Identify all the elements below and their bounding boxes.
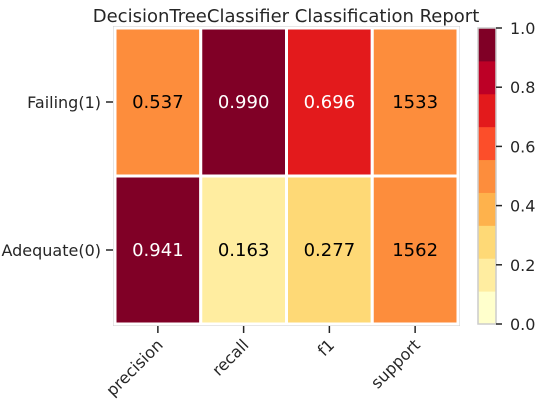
colorbar-tick-label: 0.8 <box>510 78 535 97</box>
colorbar-tick-label: 0.0 <box>510 315 535 334</box>
colorbar-tick-label: 1.0 <box>510 19 535 38</box>
colorbar-tick-label: 0.2 <box>510 256 535 275</box>
cell-value-label: 0.277 <box>304 240 356 261</box>
colorbar-band <box>478 159 496 193</box>
colorbar-band <box>478 225 496 259</box>
heatmap-cell <box>370 174 460 326</box>
heatmap-cell <box>113 174 203 326</box>
colorbar-tick-label: 0.6 <box>510 137 535 156</box>
cell-value-label: 0.941 <box>132 240 184 261</box>
heatmap-cells: 0.537 0.990 0.696 1533 0.941 0.163 0.277 1562 <box>113 26 460 326</box>
colorbar-frame <box>477 27 497 325</box>
colorbar-band <box>478 93 496 128</box>
y-axis-ticks: Failing(1) Adequate(0) <box>1 93 113 260</box>
colorbar-band <box>478 192 496 226</box>
chart-title: DecisionTreeClassifier Classification Re… <box>93 6 480 27</box>
heatmap-cell <box>285 174 374 326</box>
colorbar: 0.0 0.2 0.4 0.6 0.8 1.0 <box>477 19 535 334</box>
x-tick-label: precision <box>102 335 166 399</box>
cell-value-label: 1562 <box>392 240 438 261</box>
y-tick-label: Failing(1) <box>27 93 101 112</box>
colorbar-band <box>478 60 496 95</box>
x-tick-label: recall <box>208 335 252 379</box>
cell-value-label: 0.990 <box>218 92 270 113</box>
colorbar-band <box>478 126 496 161</box>
colorbar-band <box>478 28 496 62</box>
cell-value-label: 0.163 <box>218 240 270 261</box>
x-axis-ticks: precision recall f1 support <box>102 326 424 400</box>
heatmap-cell <box>199 174 288 326</box>
colorbar-tick-label: 0.4 <box>510 197 535 216</box>
cell-value-label: 0.696 <box>304 92 356 113</box>
cell-value-label: 0.537 <box>132 92 184 113</box>
heatmap-cell <box>370 26 460 178</box>
x-tick-label: support <box>367 335 424 392</box>
colorbar-band <box>478 258 496 292</box>
cell-value-label: 1533 <box>392 92 438 113</box>
colorbar-band <box>478 291 496 325</box>
y-tick-label: Adequate(0) <box>1 241 101 260</box>
x-tick-label: f1 <box>314 335 339 360</box>
